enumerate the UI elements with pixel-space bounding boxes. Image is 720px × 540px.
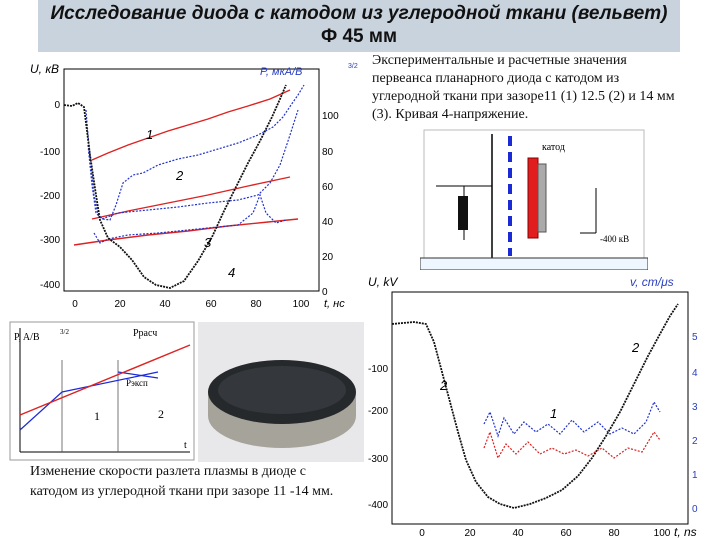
sketch-frame xyxy=(9,321,195,461)
y2-tick-label: 20 xyxy=(322,252,334,263)
y2-axis-label: v, cm/μs xyxy=(630,275,674,289)
y2-tick-label: 0 xyxy=(692,504,698,515)
cathode-label: катод xyxy=(542,142,565,153)
y2-tick-label: 5 xyxy=(692,332,698,343)
title-bar: Исследование диода с катодом из углеродн… xyxy=(38,0,680,52)
disk-fabric-texture xyxy=(218,366,346,414)
y-tick-label: -300 xyxy=(368,454,388,465)
cathode-photo xyxy=(198,322,366,462)
perveance-sketch: P, A/B 3/2 Pрасч Pэксп 1 2 t xyxy=(8,320,196,462)
curve-label: 3 xyxy=(204,235,212,250)
x-tick-label: 100 xyxy=(654,528,671,539)
voltage-label: -400 кВ xyxy=(600,234,629,244)
velocity-voltage-chart: U, kV v, cm/μs -100 -200 -300 -400 0 1 2… xyxy=(364,272,718,540)
curve-label: 2 xyxy=(439,378,448,393)
y-tick-label: -300 xyxy=(40,235,60,246)
fit-curve-3 xyxy=(73,218,299,246)
measured-curve-2 xyxy=(87,109,299,220)
y-tick-label: -200 xyxy=(368,406,388,417)
voltage-curve xyxy=(391,303,679,509)
x-axis-label: t, ns xyxy=(674,525,697,539)
x-axis-label: t, нс xyxy=(324,298,345,310)
perveance-caption: Экспериментальные и расчетные значения п… xyxy=(372,53,675,122)
velocity-curve-1 xyxy=(483,400,661,438)
region-label: 2 xyxy=(158,407,164,421)
x-tick-label: 0 xyxy=(72,299,78,310)
y-tick-label: -200 xyxy=(40,191,60,202)
y2-tick-label: 3 xyxy=(692,402,698,413)
sketch-y-label-sup: 3/2 xyxy=(60,328,69,336)
x-tick-label: 40 xyxy=(512,528,524,539)
y-axis-label: U, кВ xyxy=(30,62,59,76)
diode-schematic: катод -400 кВ xyxy=(420,128,648,270)
calc-curve xyxy=(19,344,191,416)
curve-label: 1 xyxy=(550,406,557,421)
region-label: 1 xyxy=(94,409,100,423)
x-tick-label: 20 xyxy=(114,299,126,310)
curve-label: 2 xyxy=(631,340,640,355)
y2-tick-label: 2 xyxy=(692,436,698,447)
y2-tick-label: 4 xyxy=(692,368,698,379)
plot-frame xyxy=(63,68,320,292)
y-tick-label: -400 xyxy=(368,500,388,511)
fit-curve-1 xyxy=(91,89,291,161)
exp-label: Pэксп xyxy=(126,378,148,388)
curve-label: 4 xyxy=(228,265,235,280)
y2-tick-label: 80 xyxy=(322,147,334,158)
y2-tick-label: 0 xyxy=(322,287,328,298)
exp-curve xyxy=(117,371,159,379)
y2-tick-label: 1 xyxy=(692,470,698,481)
sketch-t-label: t xyxy=(184,440,187,451)
x-tick-label: 40 xyxy=(159,299,171,310)
page-title: Исследование диода с катодом из углеродн… xyxy=(50,3,668,24)
y2-tick-label: 40 xyxy=(322,217,334,228)
cathode-holder xyxy=(537,163,547,233)
velocity-caption: Изменение скорости разлета плазмы в диод… xyxy=(30,464,334,499)
sketch-y-label: P, A/B xyxy=(14,332,40,343)
voltage-curve-4 xyxy=(63,84,287,289)
curve-label: 1 xyxy=(146,127,153,142)
measured-curve-1 xyxy=(85,84,305,221)
y2-tick-label: 60 xyxy=(322,182,334,193)
probe xyxy=(458,196,468,230)
perveance-voltage-chart: 0 -100 -200 -300 -400 0 20 40 60 80 100 … xyxy=(8,55,364,317)
x-tick-label: 100 xyxy=(293,299,310,310)
measured-curve-3 xyxy=(93,193,287,244)
curve-label: 2 xyxy=(175,168,184,183)
x-tick-label: 60 xyxy=(560,528,572,539)
y2-axis-label: P, мкА/В xyxy=(260,66,303,78)
plot-frame xyxy=(391,291,689,525)
page-subtitle: Ф 45 мм xyxy=(320,26,398,47)
y-tick-label: -100 xyxy=(368,364,388,375)
y2-tick-label: 100 xyxy=(322,111,339,122)
exp-curve xyxy=(19,391,63,431)
y-tick-label: -100 xyxy=(40,147,60,158)
x-tick-label: 80 xyxy=(250,299,262,310)
y-tick-label: 0 xyxy=(54,100,60,111)
cathode xyxy=(527,157,539,239)
calc-label: Pрасч xyxy=(133,328,157,339)
x-tick-label: 0 xyxy=(419,528,425,539)
x-tick-label: 60 xyxy=(205,299,217,310)
x-tick-label: 20 xyxy=(464,528,476,539)
velocity-curve-2 xyxy=(483,430,661,460)
y-axis-label: U, kV xyxy=(368,275,398,289)
schematic-base xyxy=(420,257,648,270)
x-tick-label: 80 xyxy=(608,528,620,539)
y2-axis-label-sup: 3/2 xyxy=(348,63,358,70)
y-tick-label: -400 xyxy=(40,280,60,291)
